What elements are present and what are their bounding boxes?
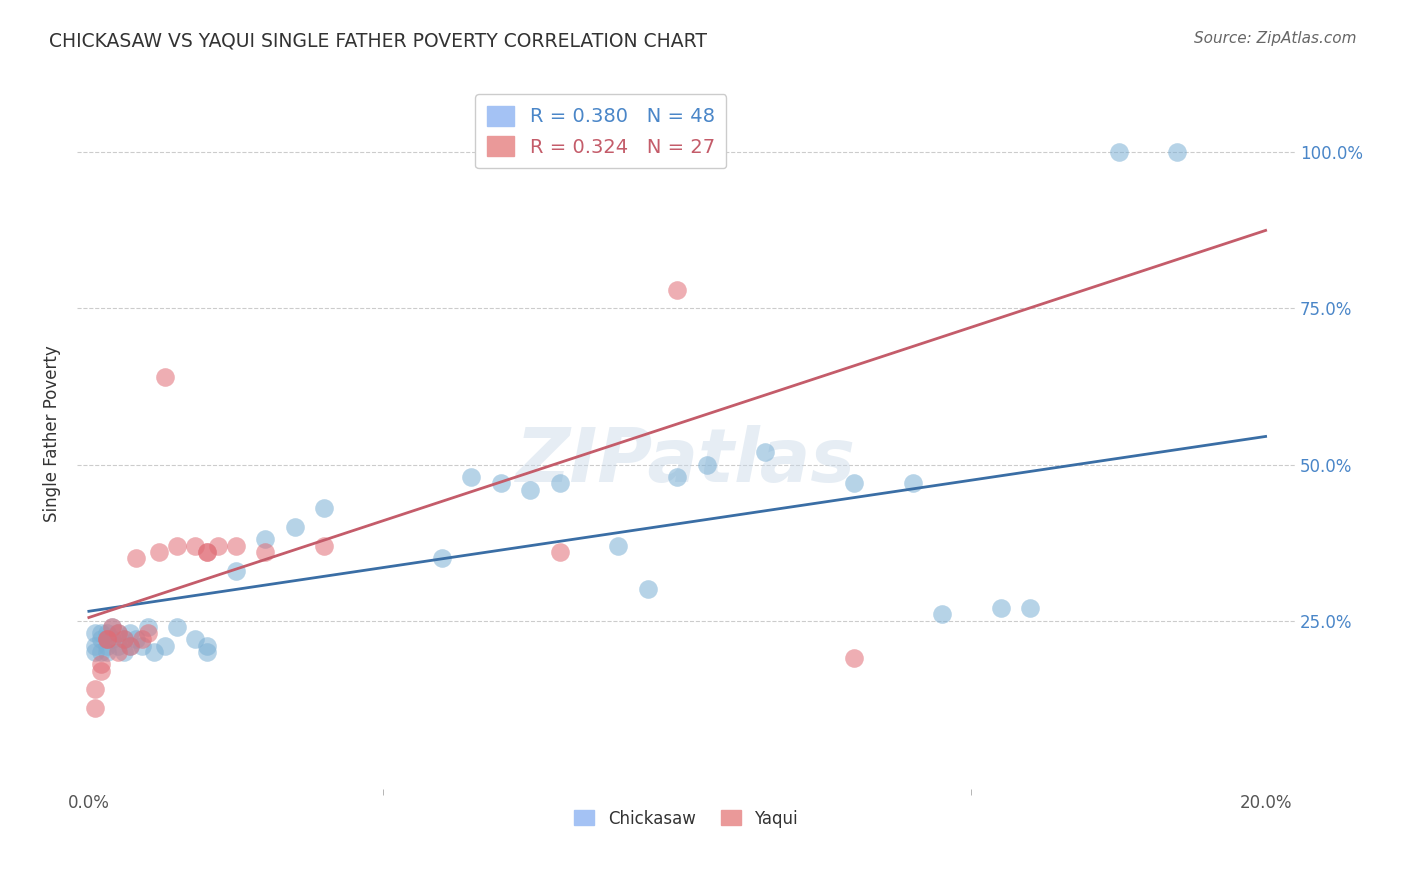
Point xyxy=(166,620,188,634)
Point xyxy=(931,607,953,622)
Point xyxy=(637,582,659,597)
Point xyxy=(155,370,177,384)
Point xyxy=(118,639,141,653)
Point xyxy=(548,545,571,559)
Point xyxy=(83,682,105,697)
Point xyxy=(107,626,129,640)
Point xyxy=(90,645,112,659)
Point xyxy=(107,639,129,653)
Point xyxy=(101,620,124,634)
Point xyxy=(142,645,165,659)
Point xyxy=(101,620,124,634)
Legend: Chickasaw, Yaqui: Chickasaw, Yaqui xyxy=(568,803,804,834)
Y-axis label: Single Father Poverty: Single Father Poverty xyxy=(44,345,60,522)
Point xyxy=(460,470,482,484)
Point xyxy=(254,545,277,559)
Point xyxy=(314,539,336,553)
Point xyxy=(112,632,135,647)
Point xyxy=(184,632,207,647)
Point xyxy=(96,639,118,653)
Point xyxy=(430,551,453,566)
Point xyxy=(754,445,776,459)
Point xyxy=(1108,145,1130,160)
Point xyxy=(96,645,118,659)
Point xyxy=(148,545,170,559)
Point xyxy=(901,476,924,491)
Point xyxy=(107,626,129,640)
Point xyxy=(225,564,247,578)
Text: CHICKASAW VS YAQUI SINGLE FATHER POVERTY CORRELATION CHART: CHICKASAW VS YAQUI SINGLE FATHER POVERTY… xyxy=(49,31,707,50)
Point xyxy=(125,632,148,647)
Point xyxy=(125,551,148,566)
Point xyxy=(96,632,118,647)
Point xyxy=(96,626,118,640)
Point xyxy=(207,539,229,553)
Point xyxy=(90,657,112,672)
Point xyxy=(195,639,218,653)
Point xyxy=(548,476,571,491)
Point xyxy=(90,664,112,678)
Point xyxy=(90,632,112,647)
Point xyxy=(519,483,541,497)
Point xyxy=(184,539,207,553)
Point xyxy=(131,639,153,653)
Point xyxy=(166,539,188,553)
Point xyxy=(225,539,247,553)
Point xyxy=(284,520,307,534)
Point xyxy=(112,645,135,659)
Text: Source: ZipAtlas.com: Source: ZipAtlas.com xyxy=(1194,31,1357,46)
Point xyxy=(842,476,865,491)
Point xyxy=(112,632,135,647)
Point xyxy=(83,701,105,715)
Point xyxy=(118,626,141,640)
Point xyxy=(136,620,159,634)
Point xyxy=(195,545,218,559)
Point xyxy=(83,639,105,653)
Point xyxy=(136,626,159,640)
Text: ZIPatlas: ZIPatlas xyxy=(516,425,856,499)
Point xyxy=(842,651,865,665)
Point xyxy=(607,539,630,553)
Point xyxy=(696,458,718,472)
Point xyxy=(131,632,153,647)
Point xyxy=(666,283,689,297)
Point xyxy=(489,476,512,491)
Point xyxy=(195,545,218,559)
Point xyxy=(666,470,689,484)
Point xyxy=(107,645,129,659)
Point xyxy=(101,632,124,647)
Point xyxy=(195,645,218,659)
Point xyxy=(1166,145,1188,160)
Point xyxy=(155,639,177,653)
Point xyxy=(90,626,112,640)
Point xyxy=(990,601,1012,615)
Point xyxy=(96,632,118,647)
Point xyxy=(314,501,336,516)
Point xyxy=(254,533,277,547)
Point xyxy=(1019,601,1042,615)
Point xyxy=(83,626,105,640)
Point xyxy=(96,632,118,647)
Point xyxy=(83,645,105,659)
Point xyxy=(118,639,141,653)
